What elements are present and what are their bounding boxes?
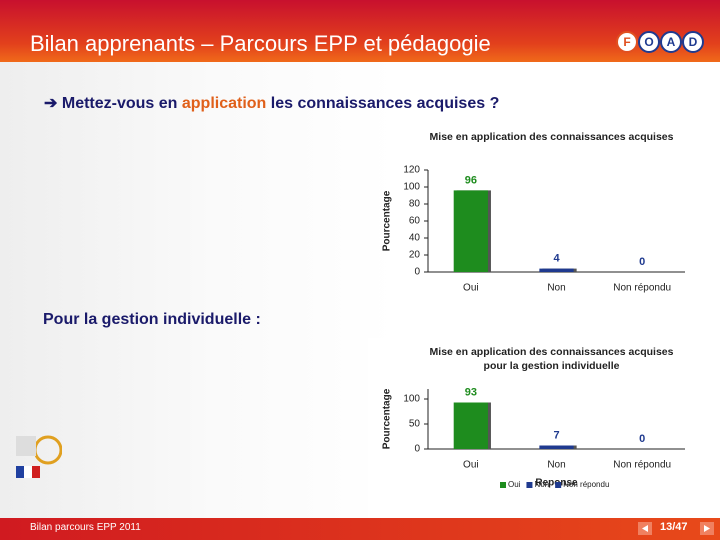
y-tick-label: 50 (409, 419, 421, 430)
logo-circle (616, 31, 638, 53)
bar (539, 445, 574, 449)
question-highlight: application (181, 95, 267, 112)
legend-label: Oui (508, 480, 521, 489)
header-band (0, 0, 720, 62)
y-tick-label: 0 (414, 267, 420, 278)
x-tick-label: Non (547, 283, 565, 294)
y-tick-label: 0 (414, 444, 420, 455)
arrow-icon: ➔ (44, 95, 62, 112)
logo-circle (638, 31, 660, 53)
value-label: 7 (553, 429, 559, 441)
value-label: 0 (639, 433, 645, 445)
logo-letter: A (667, 35, 676, 49)
y-axis-label: Pourcentage (382, 388, 393, 449)
page-number: 13/47 (660, 521, 688, 533)
ministry-logo (16, 435, 62, 478)
question-part: les connaissances acquises ? (266, 95, 500, 112)
legend-label: Non répondu (563, 480, 609, 489)
logo-letter: D (689, 35, 698, 49)
bar (539, 268, 574, 272)
y-tick-label: 100 (403, 394, 420, 405)
question-part: Mettez-vous en (61, 95, 182, 112)
x-tick-label: Non (547, 460, 565, 471)
slide-title: Bilan apprenants – Parcours EPP et pédag… (30, 31, 491, 56)
y-tick-label: 40 (409, 233, 421, 244)
logo-letter: O (644, 35, 653, 49)
bar (453, 402, 488, 449)
x-tick-label: Non répondu (613, 460, 671, 471)
y-tick-label: 20 (409, 250, 421, 261)
footer-text: Bilan parcours EPP 2011 (30, 522, 141, 533)
chart-panel (368, 338, 690, 520)
footer-band (0, 518, 720, 540)
y-axis-label: Pourcentage (382, 190, 393, 251)
legend-swatch (526, 482, 533, 488)
y-tick-label: 100 (403, 182, 420, 193)
legend-swatch (500, 482, 506, 488)
section-label: Pour la gestion individuelle : (43, 311, 261, 328)
value-label: 4 (553, 253, 560, 265)
nav (638, 522, 714, 535)
logo-circle (682, 31, 704, 53)
y-tick-label: 80 (409, 199, 421, 210)
legend-swatch (555, 482, 562, 488)
logo-letter: F (623, 35, 630, 49)
chart-title: pour la gestion individuelle (484, 360, 620, 372)
logo-circle (660, 31, 682, 53)
question: ➔ Mettez-vous en application les connais… (44, 93, 499, 113)
x-tick-label: Oui (463, 460, 479, 471)
x-tick-label: Oui (463, 283, 479, 294)
value-label: 0 (639, 256, 645, 268)
chart-title: Mise en application des connaissances ac… (430, 131, 674, 143)
y-tick-label: 120 (403, 165, 420, 176)
chart-title: Mise en application des connaissances ac… (430, 346, 674, 358)
y-tick-label: 60 (409, 216, 421, 227)
legend-label: Non (534, 480, 549, 489)
bar (453, 190, 488, 272)
x-tick-label: Non répondu (613, 283, 671, 294)
value-label: 93 (465, 386, 477, 398)
value-label: 96 (465, 174, 477, 186)
